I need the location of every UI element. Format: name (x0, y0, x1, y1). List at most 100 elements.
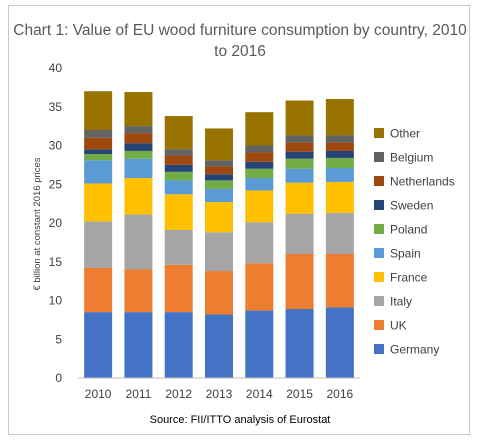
bar-segment-france-2011 (124, 178, 153, 215)
y-tick-label: 40 (49, 61, 63, 75)
bar-segment-italy-2014 (245, 222, 274, 264)
bar-segment-poland-2011 (124, 150, 153, 159)
bar-segment-germany-2012 (164, 312, 193, 378)
bar-segment-sweden-2012 (164, 164, 193, 172)
bar-segment-netherlands-2014 (245, 152, 274, 162)
bar-segment-spain-2016 (325, 167, 354, 182)
x-tick-label: 2013 (206, 387, 233, 401)
legend-label-italy: Italy (390, 295, 412, 309)
bar-segment-poland-2013 (205, 180, 233, 189)
y-axis: 0 5 10 15 20 25 30 35 40 (49, 61, 63, 385)
bar-segment-other-2015 (285, 100, 314, 136)
bar-segment-france-2013 (205, 202, 233, 233)
bar-segment-sweden-2015 (285, 151, 314, 159)
bar-segment-france-2014 (245, 190, 274, 223)
chart-title: Chart 1: Value of EU wood furniture cons… (13, 22, 467, 60)
bar-segment-germany-2015 (285, 309, 314, 378)
legend-label-germany: Germany (390, 343, 439, 357)
bar-segment-other-2011 (124, 92, 153, 127)
bar-segment-netherlands-2011 (124, 133, 153, 144)
y-tick-label: 25 (49, 177, 63, 191)
legend-label-uk: UK (390, 319, 407, 333)
bar-segment-netherlands-2012 (164, 155, 193, 165)
bar-segment-spain-2011 (124, 158, 153, 179)
bar-segment-spain-2015 (285, 168, 314, 183)
bar-segment-netherlands-2013 (205, 166, 233, 175)
legend: Other Belgium Netherlands Sweden Poland Spain… (374, 127, 455, 357)
bar-segment-other-2013 (205, 128, 233, 161)
legend-swatch-france (374, 272, 384, 282)
x-tick-label: 2010 (85, 387, 112, 401)
y-tick-label: 35 (49, 100, 63, 114)
bar-segment-germany-2010 (84, 312, 113, 378)
legend-swatch-sweden (374, 200, 384, 210)
legend-swatch-netherlands (374, 176, 384, 186)
legend-label-spain: Spain (390, 247, 421, 261)
legend-swatch-belgium (374, 152, 384, 162)
y-tick-label: 10 (49, 294, 63, 308)
x-tick-label: 2012 (165, 387, 192, 401)
bar-segment-sweden-2011 (124, 143, 153, 151)
bar-segment-belgium-2013 (205, 160, 233, 167)
bar-segment-belgium-2011 (124, 126, 153, 134)
bar-segment-sweden-2014 (245, 161, 274, 169)
bar-segment-uk-2016 (325, 254, 354, 308)
bar-segment-france-2012 (164, 194, 193, 230)
chart-source: Source: FII/ITTO analysis of Eurostat (149, 414, 331, 426)
x-axis: 2010 2011 2012 2013 2014 2015 2016 (78, 377, 360, 401)
bar-segment-belgium-2016 (325, 135, 354, 143)
bar-segment-uk-2014 (245, 263, 274, 311)
legend-label-france: France (390, 271, 428, 285)
x-tick-label: 2016 (327, 387, 354, 401)
bar-segment-spain-2013 (205, 188, 233, 203)
bar-segment-netherlands-2016 (325, 142, 354, 151)
y-tick-label: 0 (55, 371, 62, 385)
legend-label-netherlands: Netherlands (390, 175, 455, 189)
bar-segment-spain-2014 (245, 178, 274, 191)
bar-segment-italy-2010 (84, 221, 113, 268)
legend-swatch-germany (374, 344, 384, 354)
bar-segment-sweden-2016 (325, 150, 354, 158)
bar-segment-uk-2013 (205, 271, 233, 315)
legend-swatch-other (374, 128, 384, 138)
bar-segment-germany-2013 (205, 314, 233, 378)
bar-segment-other-2014 (245, 112, 274, 146)
x-tick-label: 2015 (286, 387, 313, 401)
bar-segment-poland-2015 (285, 158, 314, 169)
bar-segment-sweden-2013 (205, 174, 233, 181)
bar-segment-belgium-2010 (84, 130, 113, 138)
bar-segment-france-2010 (84, 183, 113, 222)
bar-segment-sweden-2010 (84, 149, 113, 155)
legend-label-belgium: Belgium (390, 151, 433, 165)
y-tick-label: 30 (49, 139, 63, 153)
bar-segment-poland-2016 (325, 157, 354, 168)
bar-segment-spain-2010 (84, 160, 113, 184)
bar-segment-other-2010 (84, 91, 113, 130)
bar-segment-netherlands-2010 (84, 137, 113, 150)
bar-segment-germany-2014 (245, 310, 274, 378)
bar-segment-uk-2011 (124, 269, 153, 313)
bar-segment-netherlands-2015 (285, 142, 314, 152)
legend-label-other: Other (390, 127, 420, 141)
bar-segment-other-2012 (164, 116, 193, 150)
bars (84, 91, 354, 378)
bar-segment-italy-2012 (164, 229, 193, 265)
bar-segment-france-2015 (285, 182, 314, 214)
bar-segment-poland-2014 (245, 168, 274, 179)
legend-label-poland: Poland (390, 223, 427, 237)
legend-swatch-italy (374, 296, 384, 306)
bar-segment-poland-2012 (164, 171, 193, 181)
legend-swatch-poland (374, 224, 384, 234)
bar-segment-italy-2015 (285, 213, 314, 254)
legend-swatch-uk (374, 320, 384, 330)
x-tick-label: 2014 (246, 387, 273, 401)
y-tick-label: 5 (55, 332, 62, 346)
bar-segment-italy-2016 (325, 212, 354, 254)
bar-segment-uk-2010 (84, 267, 113, 313)
bar-segment-germany-2016 (325, 307, 354, 378)
y-tick-label: 15 (49, 255, 63, 269)
bar-segment-germany-2011 (124, 312, 153, 378)
x-tick-label: 2011 (126, 387, 152, 401)
y-tick-label: 20 (49, 216, 63, 230)
